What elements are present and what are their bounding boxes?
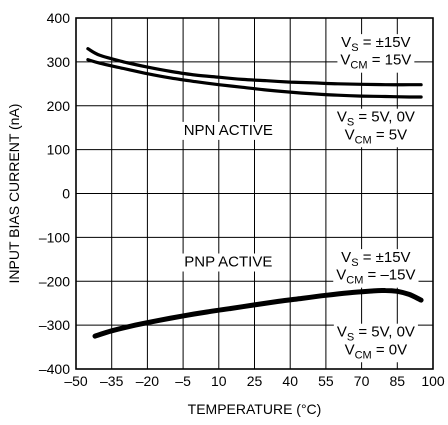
y-tick-label: –400 — [39, 361, 70, 377]
grid — [76, 18, 433, 369]
annotation-npn: NPN ACTIVE — [184, 122, 273, 139]
x-axis-ticks: –50 –35 –20 –5 10 25 40 55 70 85 100 — [64, 373, 445, 389]
annotation-background — [180, 121, 276, 140]
x-tick-label: –35 — [100, 373, 124, 389]
series-line-vs-15v — [86, 47, 423, 87]
annotation-vs1: VS = ±15V — [341, 34, 410, 54]
x-tick-label: 10 — [211, 373, 227, 389]
x-tick-label: 25 — [247, 373, 263, 389]
x-tick-label: 70 — [354, 373, 370, 389]
annotation-vs3: VS = ±15V — [341, 249, 410, 269]
annotation-vcm3: VCM = –15V — [336, 267, 415, 287]
y-tick-label: 200 — [47, 98, 71, 114]
y-tick-label: 0 — [62, 186, 70, 202]
y-tick-label: –100 — [39, 229, 70, 245]
annotation-background — [181, 253, 276, 272]
annotation-vs4: VS = 5V, 0V — [337, 324, 415, 344]
x-axis-label: TEMPERATURE (°C) — [188, 401, 322, 417]
x-tick-label: –5 — [175, 373, 191, 389]
annotation-vs2: VS = 5V, 0V — [337, 109, 415, 129]
y-axis-ticks: –400 –300 –200 –100 0 100 200 300 400 — [39, 10, 70, 377]
annotation-pnp: PNP ACTIVE — [184, 254, 272, 271]
annotation-background — [341, 341, 411, 363]
x-tick-label: –20 — [136, 373, 160, 389]
annotation-vcm4: VCM = 0V — [345, 341, 408, 361]
x-tick-label: 85 — [390, 373, 406, 389]
x-tick-label: 55 — [318, 373, 334, 389]
series-line-pnp — [92, 287, 424, 339]
x-tick-label: –50 — [64, 373, 88, 389]
y-tick-label: 100 — [47, 142, 71, 158]
annotation-background — [341, 126, 411, 148]
annotation-background — [338, 249, 414, 271]
y-tick-label: 400 — [47, 10, 71, 26]
annotation-background — [333, 323, 418, 345]
plot-frame — [75, 17, 434, 370]
annotation-background — [338, 34, 414, 56]
annotation-background — [333, 108, 418, 130]
annotation-vcm2: VCM = 5V — [345, 126, 408, 146]
annotation-background — [337, 51, 415, 73]
series-line-vs-5v — [86, 58, 423, 99]
y-axis-label: INPUT BIAS CURRENT (nA) — [6, 104, 22, 284]
y-tick-label: –300 — [39, 317, 70, 333]
annotation-background — [333, 266, 419, 288]
y-tick-label: –200 — [39, 273, 70, 289]
annotation-vcm1: VCM = 15V — [340, 52, 411, 72]
x-tick-label: 100 — [421, 373, 445, 389]
x-tick-label: 40 — [282, 373, 298, 389]
y-tick-label: 300 — [47, 54, 71, 70]
series-layer — [86, 47, 424, 339]
